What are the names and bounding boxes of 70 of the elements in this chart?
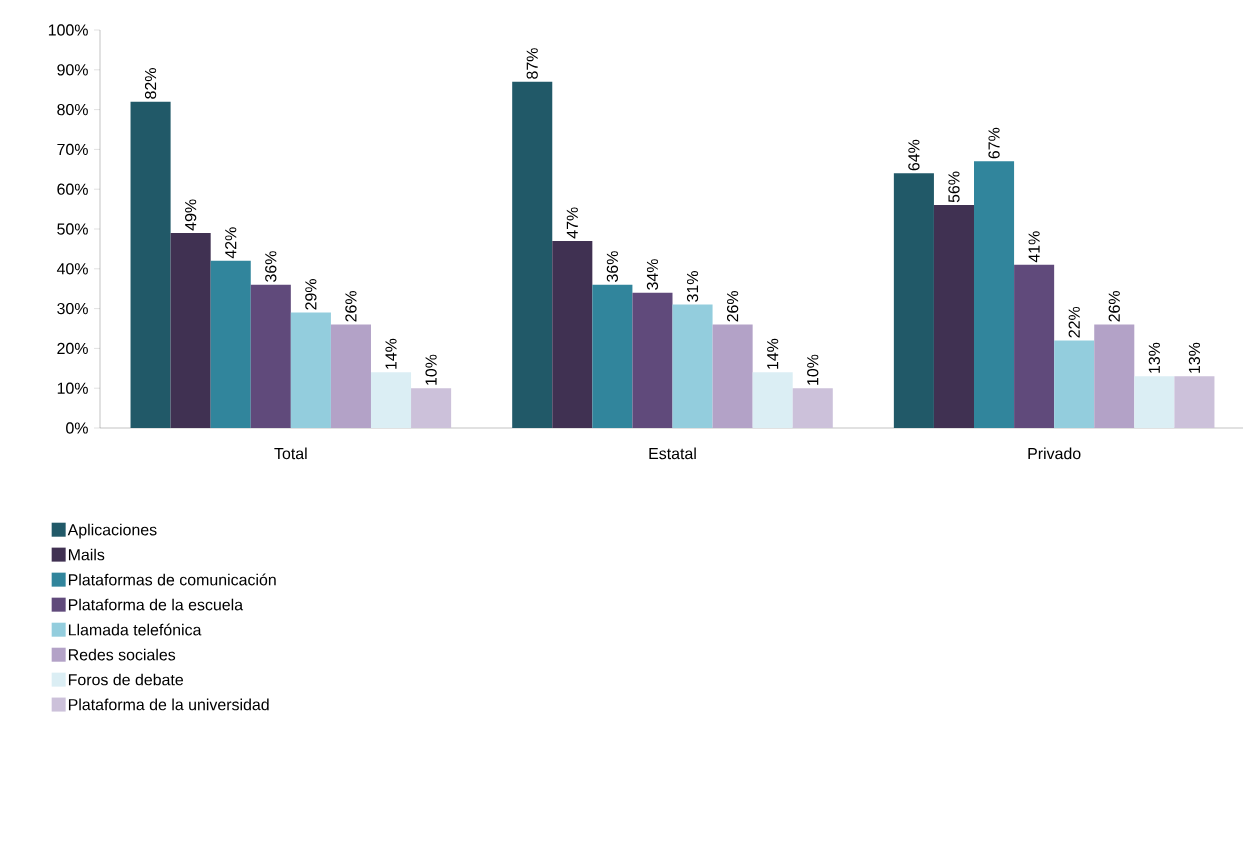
y-tick-label: 100% <box>48 24 88 36</box>
bar <box>1054 340 1095 428</box>
legend-label: Llamada telefónica <box>68 623 202 636</box>
bar <box>512 81 553 428</box>
bar <box>974 161 1015 428</box>
bar <box>1014 264 1055 428</box>
bar <box>330 324 371 428</box>
data-label: 64% <box>908 139 920 171</box>
bar <box>370 372 412 428</box>
bar <box>130 101 171 428</box>
y-tick-label: 90% <box>57 64 88 76</box>
data-label: 49% <box>185 199 197 231</box>
legend-label: Plataforma de la universidad <box>68 698 269 711</box>
data-label: 34% <box>646 259 659 290</box>
data-label: 26% <box>726 290 739 322</box>
legend-label: Mails <box>68 548 105 561</box>
bar <box>632 292 673 428</box>
bar <box>552 240 593 428</box>
x-tick-label: Estatal <box>649 447 696 460</box>
y-tick-label: 10% <box>57 382 88 394</box>
x-tick-label: Total <box>274 447 307 460</box>
bar <box>933 205 974 428</box>
x-tick-label: Privado <box>1028 447 1081 460</box>
data-label: 14% <box>385 338 397 369</box>
bar <box>672 304 713 428</box>
y-tick-label: 30% <box>57 302 88 315</box>
legend-label: Plataformas de comunicación <box>68 573 276 586</box>
legend-label: Plataforma de la escuela <box>68 598 244 611</box>
bar <box>250 284 291 428</box>
data-label: 13% <box>1148 342 1160 373</box>
data-label: 42% <box>225 227 237 259</box>
bar <box>792 388 833 428</box>
y-tick-label: 40% <box>56 263 88 275</box>
data-label: 67% <box>988 127 1000 159</box>
data-label: 10% <box>807 354 819 385</box>
data-label: 56% <box>948 171 960 203</box>
bar <box>893 173 934 428</box>
bar <box>1134 376 1175 428</box>
legend-label: Aplicaciones <box>67 523 157 539</box>
data-label: 29% <box>305 279 317 310</box>
bar <box>290 312 331 428</box>
legend-label: Foros de debate <box>68 673 184 686</box>
legend-label: Redes sociales <box>68 648 176 661</box>
y-tick-label: 60% <box>57 183 88 195</box>
data-label: 36% <box>265 251 277 282</box>
bar <box>1174 376 1215 428</box>
data-label: 36% <box>606 251 619 282</box>
data-label: 41% <box>1028 231 1040 263</box>
bar <box>712 324 753 428</box>
data-label: 82% <box>144 68 157 99</box>
bar <box>592 284 633 428</box>
data-label: 10% <box>425 354 437 385</box>
bar <box>411 388 452 428</box>
data-label: 31% <box>686 271 699 302</box>
y-tick-label: 80% <box>57 103 88 116</box>
y-tick-label: 50% <box>57 223 88 235</box>
data-label: 26% <box>345 290 357 322</box>
bar <box>752 372 793 428</box>
y-tick-label: 20% <box>57 342 88 355</box>
bar <box>170 232 211 428</box>
data-label: 47% <box>566 207 578 239</box>
data-label: 26% <box>1108 290 1120 322</box>
y-tick-label: 70% <box>57 143 88 156</box>
data-label: 22% <box>1068 306 1080 338</box>
data-label: 87% <box>526 48 538 79</box>
bar <box>210 260 251 428</box>
data-label: 14% <box>767 338 779 369</box>
y-tick-label: 0% <box>66 422 88 434</box>
bar <box>1094 324 1135 428</box>
data-label: 13% <box>1188 342 1201 373</box>
